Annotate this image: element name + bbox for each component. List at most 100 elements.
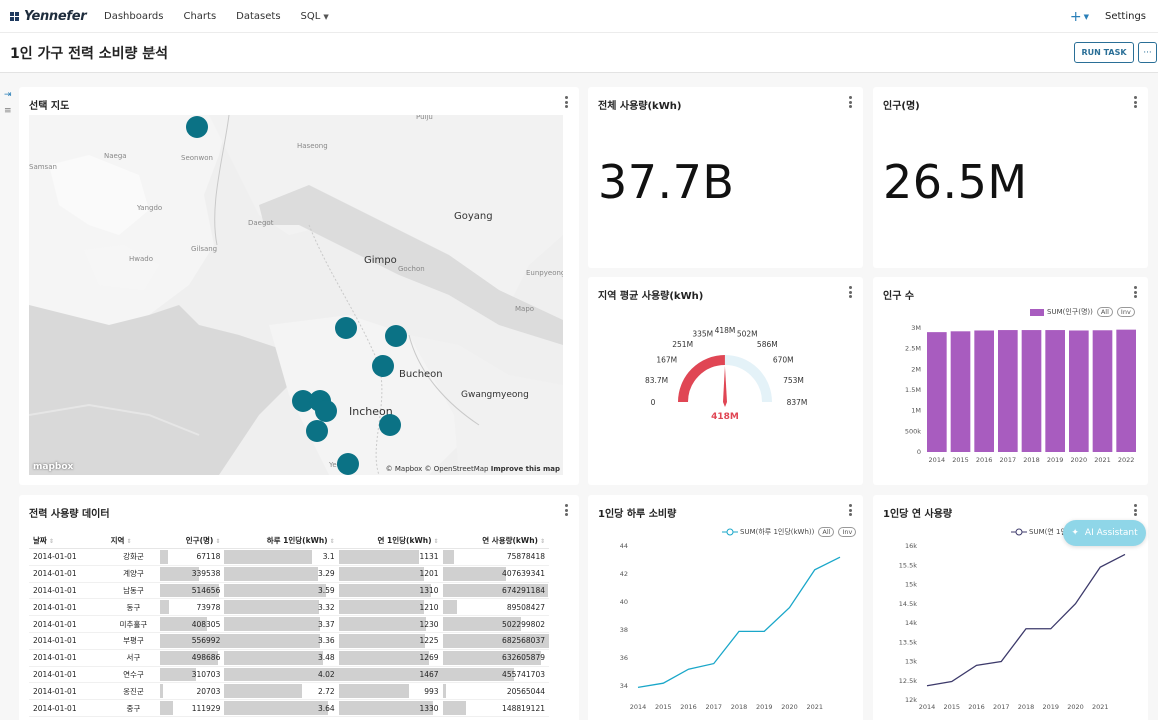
legend-label[interactable]: SUM(인구(명)) [1047, 308, 1093, 316]
ai-assistant-button[interactable]: ✦ AI Assistant [1063, 520, 1146, 546]
map-marker[interactable] [292, 390, 314, 412]
region-cell: 동구 [106, 598, 161, 617]
cell-value: 20703 [196, 686, 221, 696]
sort-icon[interactable]: ⇕ [48, 538, 54, 545]
x-tick-label: 2017 [705, 703, 722, 711]
legend-all-button[interactable]: All [818, 527, 835, 537]
filter-icon[interactable]: ≡ [4, 106, 12, 116]
table-row[interactable]: 2014-01-01 서구 498686 3.48 1269 632605879 [29, 649, 549, 667]
cell-value: 73978 [196, 602, 221, 612]
table-row[interactable]: 2014-01-01 연수구 310703 4.02 1467 455741703 [29, 666, 549, 684]
card-menu-icon[interactable] [1134, 504, 1138, 518]
x-tick-label: 2019 [1042, 703, 1059, 711]
logo[interactable]: Yennefer [10, 9, 94, 24]
map-marker[interactable] [385, 325, 407, 347]
cell-bar [338, 701, 433, 715]
nav-sql[interactable]: SQL ▼ [301, 11, 329, 22]
column-header[interactable]: 연 사용량(kWh) ⇕ [442, 533, 549, 549]
legend-all-button[interactable]: All [1096, 307, 1113, 317]
card-menu-icon[interactable] [1134, 96, 1138, 110]
map-marker[interactable] [335, 317, 357, 339]
card-menu-icon[interactable] [849, 96, 853, 110]
improve-map-link[interactable]: Improve this map [490, 465, 560, 473]
legend-label[interactable]: SUM(연 1인당 [1029, 528, 1074, 536]
table-row[interactable]: 2014-01-01 계양구 339538 3.29 1201 407639341 [29, 565, 549, 583]
card-menu-icon[interactable] [565, 504, 569, 518]
x-tick-label: 2021 [1092, 703, 1109, 711]
table-row[interactable]: 2014-01-01 미추홀구 408305 3.37 1230 502299802 [29, 615, 549, 633]
table-row[interactable]: 2014-01-01 동구 73978 3.32 1210 89508427 [29, 598, 549, 617]
daily-legend: SUM(하루 1인당(kWh)) All Inv [722, 527, 857, 537]
cell-value: 498686 [191, 653, 221, 663]
card-menu-icon[interactable] [1134, 286, 1138, 300]
settings-menu[interactable]: Settings [1104, 11, 1146, 22]
more-options-button[interactable]: ··· [1138, 42, 1157, 63]
dashboard-header: 1인 가구 전력 소비량 분석 ☆ RUN TASK ··· [0, 33, 1158, 73]
card-menu-icon[interactable] [565, 96, 569, 110]
sort-icon[interactable]: ⇕ [329, 538, 335, 545]
population-bar[interactable] [1092, 330, 1113, 452]
region-cell: 계양구 [106, 565, 161, 583]
map-place-label: Gilsang [191, 245, 217, 253]
nav-dashboards[interactable]: Dashboards [104, 10, 164, 22]
column-header[interactable]: 하루 1인당(kWh) ⇕ [224, 533, 339, 549]
column-header-label: 연 1인당(kWh) [377, 536, 432, 545]
chevron-down-icon[interactable]: ▼ [1083, 12, 1089, 21]
cell-value: 3.64 [317, 703, 335, 713]
y-tick-label: 36 [620, 654, 628, 662]
population-bar[interactable] [927, 332, 947, 452]
column-header[interactable]: 인구(명) ⇕ [160, 533, 225, 549]
map-marker[interactable] [379, 414, 401, 436]
favorite-star-icon[interactable]: ☆ [145, 44, 157, 59]
column-header[interactable]: 날짜 ⇕ [29, 533, 107, 549]
table-row[interactable]: 2014-01-01 옹진군 20703 2.72 993 20565044 [29, 682, 549, 701]
x-tick-label: 2014 [929, 456, 946, 464]
map-marker[interactable] [337, 453, 359, 475]
cell-bar [338, 583, 432, 598]
x-tick-label: 2015 [952, 456, 969, 464]
legend-inv-button[interactable]: Inv [1116, 307, 1135, 317]
map-marker[interactable] [315, 400, 337, 422]
table-row[interactable]: 2014-01-01 부평구 556992 3.36 1225 682568037 [29, 632, 549, 650]
add-plus-button[interactable]: + [1069, 8, 1082, 25]
column-header-label: 인구(명) [185, 536, 214, 545]
series-line[interactable] [926, 553, 1126, 687]
table-row[interactable]: 2014-01-01 강화군 67118 3.1 1131 75878418 [29, 548, 549, 566]
cell-value: 1230 [419, 619, 439, 629]
map-view[interactable]: Gimpo Goyang Bucheon Incheon Gwangmyeong Hase… [29, 115, 563, 475]
population-bar[interactable] [950, 331, 971, 452]
gauge-tick-label: 418M [715, 326, 736, 335]
y-tick-label: 38 [620, 626, 628, 634]
run-task-button[interactable]: RUN TASK [1074, 42, 1134, 63]
table-row[interactable]: 2014-01-01 남동구 514656 3.59 1310 674291184 [29, 582, 549, 600]
card-menu-icon[interactable] [849, 504, 853, 518]
cell-value: 4.02 [317, 669, 335, 679]
expand-icon[interactable]: ⇥ [4, 90, 12, 100]
map-marker[interactable] [186, 116, 208, 138]
population-bar[interactable] [1069, 330, 1089, 452]
sort-icon[interactable]: ⇕ [539, 538, 545, 545]
y-tick-label: 3M [911, 324, 921, 332]
series-line[interactable] [637, 556, 841, 689]
gauge-needle [723, 366, 727, 407]
map-marker[interactable] [372, 355, 394, 377]
population-bar[interactable] [998, 330, 1018, 452]
population-bar[interactable] [1116, 329, 1136, 452]
sort-icon[interactable]: ⇕ [215, 538, 221, 545]
card-menu-icon[interactable] [849, 286, 853, 300]
map-marker[interactable] [306, 420, 328, 442]
column-header[interactable]: 지역 ⇕ [106, 533, 161, 549]
legend-label[interactable]: SUM(하루 1인당(kWh)) [740, 528, 815, 536]
sort-icon[interactable]: ⇕ [433, 538, 439, 545]
column-header[interactable]: 연 1인당(kWh) ⇕ [338, 533, 443, 549]
map-attribution-text[interactable]: © Mapbox © OpenStreetMap [385, 465, 489, 473]
population-bar[interactable] [1045, 330, 1065, 452]
table-row[interactable]: 2014-01-01 중구 111929 3.64 1330 148819121 [29, 699, 549, 717]
data-table-card: 전력 사용량 데이터 날짜 ⇕ 지역 ⇕ 인구(명) ⇕ 하루 1인당(kWh) ⇕ 연 1인당… [19, 495, 579, 720]
sort-icon[interactable]: ⇕ [126, 538, 132, 545]
legend-inv-button[interactable]: Inv [838, 527, 857, 537]
population-bar[interactable] [1021, 330, 1042, 452]
nav-charts[interactable]: Charts [183, 10, 217, 22]
nav-datasets[interactable]: Datasets [236, 10, 281, 22]
population-bar[interactable] [974, 330, 994, 452]
